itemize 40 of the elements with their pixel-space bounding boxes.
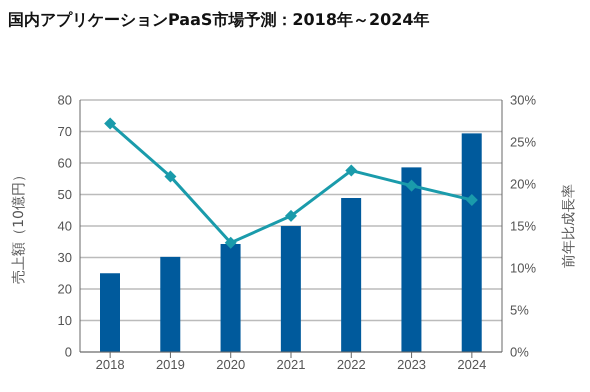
chart-title: 国内アプリケーションPaaS市場予測：2018年～2024年 (8, 9, 430, 31)
y-tick-label: 30 (58, 250, 72, 266)
x-tick-label: 2024 (457, 357, 486, 372)
point (466, 194, 478, 206)
x-tick-label: 2021 (276, 357, 306, 372)
x-tick-label: 2020 (216, 357, 246, 372)
y2-tick-label: 25% (510, 134, 536, 150)
x-tick-label: 2019 (156, 357, 185, 372)
y2-tick-label: 5% (510, 302, 530, 318)
y2-axis-title: 前年比成長率 (560, 184, 577, 268)
y2-tick-label: 30% (510, 92, 536, 108)
bar (220, 244, 241, 352)
bar (401, 167, 422, 352)
x-tick-label: 2023 (397, 357, 426, 372)
y-tick-label: 60 (58, 156, 72, 171)
point (164, 170, 176, 182)
bar (160, 256, 180, 352)
bar (280, 226, 301, 352)
point (285, 210, 297, 222)
bar (100, 273, 120, 352)
y2-tick-label: 15% (510, 218, 536, 234)
y-tick-label: 80 (58, 92, 72, 108)
y-tick-label: 40 (58, 218, 72, 234)
y-tick-label: 0 (64, 344, 72, 360)
y-tick-label: 70 (58, 124, 72, 140)
y-tick-label: 10 (58, 313, 72, 328)
y-tick-label: 50 (58, 187, 72, 202)
bar (341, 198, 362, 352)
x-tick-label: 2018 (96, 357, 125, 372)
y2-tick-label: 20% (510, 176, 536, 192)
point (224, 236, 237, 249)
y-axis-title: 売上額（10億円） (10, 168, 27, 284)
y2-tick-label: 10% (510, 260, 536, 276)
point (345, 164, 358, 177)
point (104, 118, 116, 130)
x-tick-label: 2022 (336, 357, 366, 372)
bar (462, 133, 482, 352)
y-tick-label: 20 (58, 282, 72, 297)
point (406, 180, 418, 192)
y2-tick-label: 0% (510, 344, 530, 360)
